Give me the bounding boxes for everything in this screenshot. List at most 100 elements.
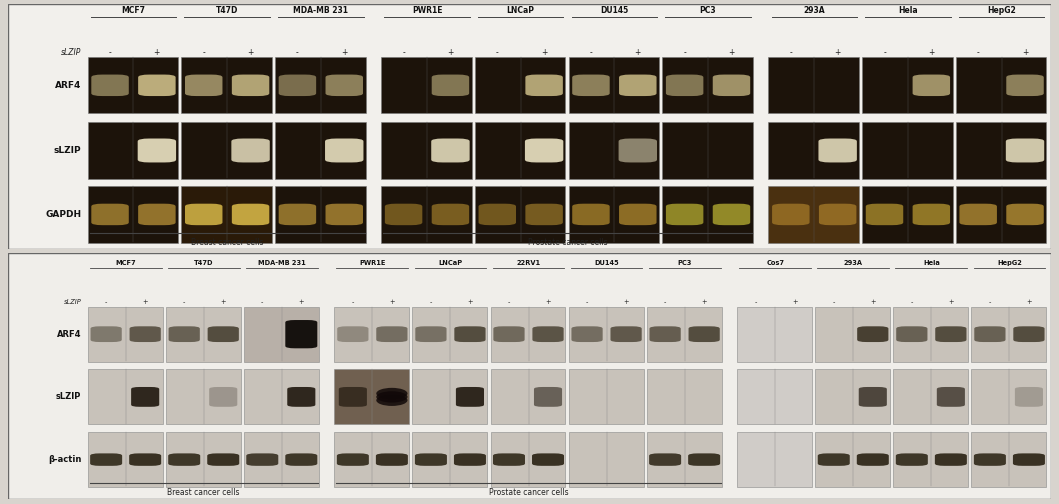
Text: DU145: DU145 [594,260,618,266]
Bar [381,186,471,242]
Text: -: - [789,48,792,57]
Text: LNCaP: LNCaP [438,260,463,266]
Bar [474,57,566,113]
Bar [662,57,753,113]
Text: 22RV1: 22RV1 [517,260,540,266]
FancyBboxPatch shape [572,75,610,96]
FancyBboxPatch shape [231,139,270,162]
FancyBboxPatch shape [279,75,317,96]
FancyBboxPatch shape [479,204,516,225]
FancyBboxPatch shape [713,75,750,96]
FancyBboxPatch shape [138,139,176,162]
Bar [737,432,812,487]
Bar [862,57,953,113]
Text: -: - [297,48,299,57]
FancyBboxPatch shape [208,454,239,466]
Text: T47D: T47D [194,260,214,266]
Text: -: - [976,48,980,57]
Text: MDA-MB 231: MDA-MB 231 [293,6,348,15]
Bar [474,122,566,178]
FancyBboxPatch shape [91,204,129,225]
Bar [412,306,487,362]
FancyBboxPatch shape [1012,454,1045,466]
FancyBboxPatch shape [325,204,363,225]
Text: Prostate cancer cells: Prostate cancer cells [527,238,608,247]
FancyBboxPatch shape [247,454,279,466]
Bar [956,57,1046,113]
Bar [275,57,365,113]
FancyBboxPatch shape [618,139,657,162]
Ellipse shape [376,391,408,403]
Bar [569,369,644,424]
Text: Prostate cancer cells: Prostate cancer cells [488,488,569,497]
Bar [737,306,812,362]
Bar [275,186,365,242]
Text: -: - [496,48,499,57]
FancyBboxPatch shape [168,454,200,466]
Text: MDA-MB 231: MDA-MB 231 [258,260,306,266]
Text: +: + [299,299,304,305]
Bar [647,306,721,362]
Text: +: + [467,299,472,305]
Bar [474,186,566,242]
FancyBboxPatch shape [376,454,408,466]
FancyBboxPatch shape [90,326,122,342]
FancyBboxPatch shape [866,204,903,225]
FancyBboxPatch shape [232,75,269,96]
Bar [769,122,859,178]
FancyBboxPatch shape [91,75,129,96]
FancyBboxPatch shape [935,454,967,466]
FancyBboxPatch shape [337,454,369,466]
Text: sLZIP: sLZIP [64,299,82,305]
Text: GAPDH: GAPDH [46,210,82,219]
FancyBboxPatch shape [525,75,562,96]
Bar [181,57,272,113]
Text: -: - [105,299,107,305]
FancyBboxPatch shape [337,326,369,342]
FancyBboxPatch shape [1006,204,1044,225]
FancyBboxPatch shape [649,454,681,466]
Text: -: - [402,48,405,57]
Text: +: + [447,48,453,57]
Bar [647,369,721,424]
Text: +: + [341,48,347,57]
FancyBboxPatch shape [131,387,159,407]
Text: T47D: T47D [216,6,238,15]
FancyBboxPatch shape [525,139,563,162]
FancyBboxPatch shape [415,326,447,342]
FancyBboxPatch shape [525,204,562,225]
FancyBboxPatch shape [572,326,603,342]
FancyBboxPatch shape [208,326,239,342]
Text: +: + [792,299,797,305]
Text: +: + [701,299,707,305]
FancyBboxPatch shape [185,75,222,96]
Bar [381,122,471,178]
Bar [956,122,1046,178]
Bar [769,57,859,113]
FancyBboxPatch shape [168,326,200,342]
Bar [244,432,319,487]
FancyBboxPatch shape [129,326,161,342]
Bar [88,306,163,362]
Text: +: + [1022,48,1028,57]
Text: -: - [883,48,886,57]
Text: +: + [248,48,254,57]
Text: +: + [142,299,148,305]
FancyBboxPatch shape [935,326,967,342]
Text: -: - [352,299,354,305]
Bar [815,432,891,487]
FancyBboxPatch shape [287,387,316,407]
Bar [971,432,1046,487]
Bar [244,306,319,362]
Bar [862,122,953,178]
Bar [166,432,240,487]
Text: -: - [832,299,834,305]
Text: -: - [430,299,432,305]
Bar [956,186,1046,242]
Bar [412,369,487,424]
Bar [181,186,272,242]
Bar [894,432,968,487]
Bar [569,186,659,242]
Text: +: + [1026,299,1031,305]
Bar [490,306,566,362]
